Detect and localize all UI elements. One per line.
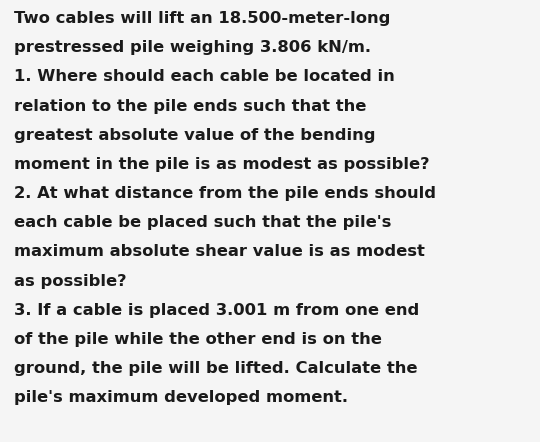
Text: 1. Where should each cable be located in: 1. Where should each cable be located in [14, 69, 394, 84]
Text: prestressed pile weighing 3.806 kN/m.: prestressed pile weighing 3.806 kN/m. [14, 40, 370, 55]
Text: greatest absolute value of the bending: greatest absolute value of the bending [14, 128, 375, 143]
Text: as possible?: as possible? [14, 274, 126, 289]
Text: relation to the pile ends such that the: relation to the pile ends such that the [14, 99, 366, 114]
Text: of the pile while the other end is on the: of the pile while the other end is on th… [14, 332, 381, 347]
Text: Two cables will lift an 18.500-meter-long: Two cables will lift an 18.500-meter-lon… [14, 11, 390, 26]
Text: 3. If a cable is placed 3.001 m from one end: 3. If a cable is placed 3.001 m from one… [14, 303, 418, 318]
Text: moment in the pile is as modest as possible?: moment in the pile is as modest as possi… [14, 157, 429, 172]
Text: each cable be placed such that the pile's: each cable be placed such that the pile'… [14, 215, 391, 230]
Text: pile's maximum developed moment.: pile's maximum developed moment. [14, 390, 348, 405]
Text: ground, the pile will be lifted. Calculate the: ground, the pile will be lifted. Calcula… [14, 361, 417, 376]
Text: 2. At what distance from the pile ends should: 2. At what distance from the pile ends s… [14, 186, 435, 201]
Text: maximum absolute shear value is as modest: maximum absolute shear value is as modes… [14, 244, 424, 259]
